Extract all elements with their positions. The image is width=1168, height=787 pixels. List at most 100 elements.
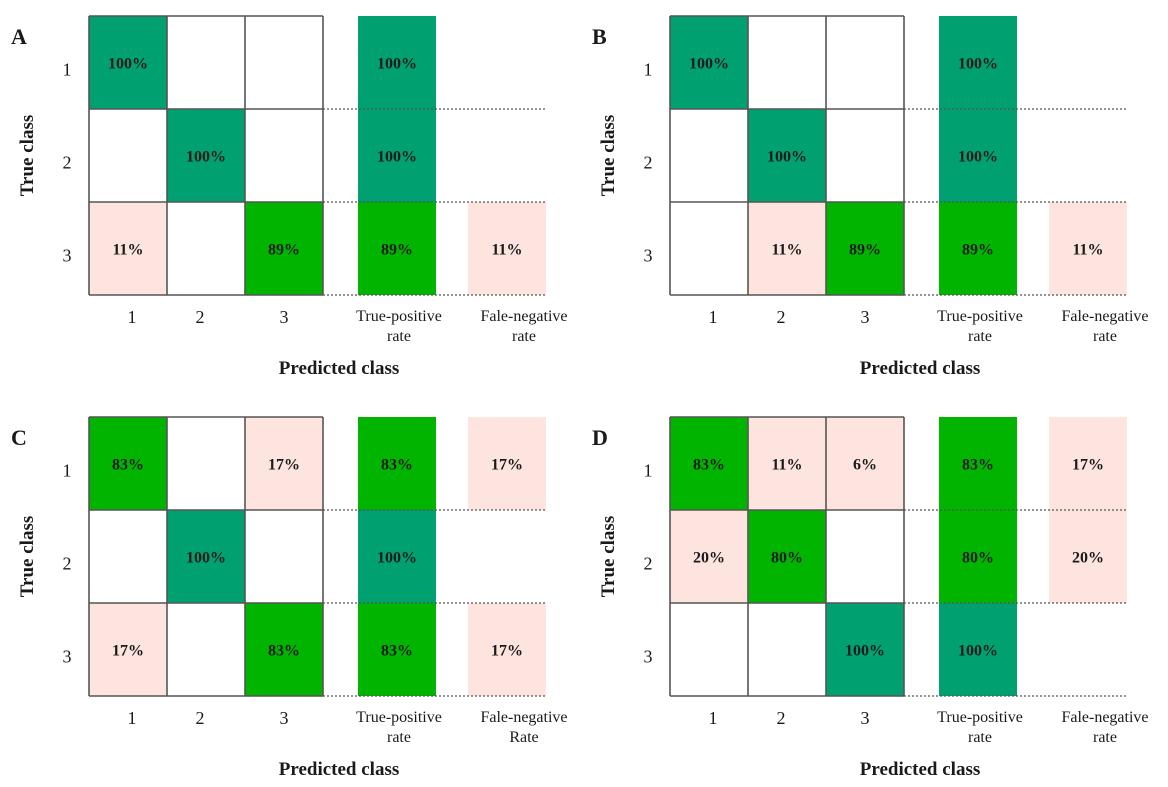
y-axis-label: True class <box>598 516 619 597</box>
row-tick-label: 2 <box>63 153 72 173</box>
panel-a: A 100% 100% 11% 89% 100% 100% 89% 11% 1 2 3 1 2 3 True-… <box>11 15 568 379</box>
rate-column-label: Fale-negative <box>1061 308 1148 325</box>
rate-column-label: True-positive <box>937 308 1023 325</box>
row-tick-label: 2 <box>63 554 72 574</box>
col-tick-label: 3 <box>861 708 870 728</box>
matrix-cell-label: 83% <box>112 457 144 474</box>
row-tick-label: 3 <box>63 246 72 266</box>
matrix-cell <box>748 109 826 202</box>
matrix-cell <box>89 417 167 510</box>
row-tick-label: 3 <box>644 246 653 266</box>
tpr-cell <box>358 109 436 202</box>
tpr-cell <box>939 109 1017 202</box>
matrix-cell-label: 83% <box>693 457 725 474</box>
row-tick-label: 1 <box>63 461 72 481</box>
tpr-cell-label: 100% <box>958 149 998 166</box>
matrix-cell-label: 100% <box>108 56 148 73</box>
fnr-cell <box>1049 202 1127 295</box>
col-tick-label: 1 <box>709 307 718 327</box>
matrix-cell-label: 80% <box>771 550 803 567</box>
row-tick-label: 2 <box>644 153 653 173</box>
matrix-cell-label: 100% <box>767 149 807 166</box>
x-axis-label: Predicted class <box>860 759 981 780</box>
matrix-cell-label: 11% <box>771 242 802 259</box>
rate-column-label: rate <box>1093 328 1117 345</box>
matrix-cell <box>670 16 748 109</box>
tpr-cell <box>939 16 1017 109</box>
y-axis-label: True class <box>17 516 38 597</box>
rate-column-label: rate <box>1093 729 1117 746</box>
col-tick-label: 3 <box>280 708 289 728</box>
col-tick-label: 1 <box>709 708 718 728</box>
x-axis-label: Predicted class <box>279 759 400 780</box>
tpr-cell <box>358 603 436 696</box>
rate-column-label: Fale-negative <box>480 709 567 726</box>
tpr-cell-label: 83% <box>381 457 413 474</box>
matrix-cell-label: 100% <box>186 550 226 567</box>
matrix-cell <box>89 202 167 295</box>
matrix-cell <box>89 16 167 109</box>
fnr-cell <box>1049 417 1127 510</box>
tpr-cell-label: 100% <box>377 56 417 73</box>
col-tick-label: 2 <box>196 307 205 327</box>
matrix-cell <box>245 417 323 510</box>
row-tick-label: 1 <box>644 461 653 481</box>
fnr-cell <box>468 603 546 696</box>
x-axis-label: Predicted class <box>860 358 981 379</box>
panel-letter: C <box>11 425 27 450</box>
rate-column-label: Fale-negative <box>480 308 567 325</box>
panel-c: C 83% 17% 100% 17% 83% 83% 100% 83% 17% 17% 1 2 3 1 2 3 T… <box>11 416 568 780</box>
row-tick-label: 3 <box>63 647 72 667</box>
rate-column-label: rate <box>968 328 992 345</box>
panel-d: D 83% 11% 6% 20% 80% 100% 83% 80% 100% 17% 20% 1 2 3 1 2… <box>592 416 1149 780</box>
matrix-cell-label: 6% <box>853 457 877 474</box>
rate-column-label: rate <box>968 729 992 746</box>
matrix-cell-label: 100% <box>186 149 226 166</box>
matrix-cell <box>826 202 904 295</box>
tpr-cell <box>939 510 1017 603</box>
tpr-cell <box>939 603 1017 696</box>
matrix-cell-label: 20% <box>693 550 725 567</box>
matrix-cell-label: 100% <box>845 643 885 660</box>
matrix-cell-label: 17% <box>112 643 144 660</box>
fnr-cell <box>468 202 546 295</box>
tpr-cell-label: 80% <box>962 550 994 567</box>
matrix-cell <box>670 417 748 510</box>
tpr-cell <box>358 510 436 603</box>
y-axis-label: True class <box>17 115 38 196</box>
tpr-cell-label: 83% <box>381 643 413 660</box>
row-tick-label: 2 <box>644 554 653 574</box>
y-axis-label: True class <box>598 115 619 196</box>
col-tick-label: 1 <box>128 708 137 728</box>
matrix-cell-label: 89% <box>849 242 881 259</box>
col-tick-label: 3 <box>280 307 289 327</box>
panel-letter: D <box>592 425 608 450</box>
matrix-cell-label: 17% <box>268 457 300 474</box>
row-tick-label: 3 <box>644 647 653 667</box>
fnr-cell <box>468 417 546 510</box>
rate-column-label: True-positive <box>356 709 442 726</box>
tpr-cell-label: 100% <box>958 56 998 73</box>
matrix-cell <box>748 510 826 603</box>
matrix-cell <box>167 109 245 202</box>
matrix-cell <box>826 603 904 696</box>
panel-letter: B <box>592 24 607 49</box>
matrix-cell <box>670 510 748 603</box>
tpr-cell-label: 89% <box>381 242 413 259</box>
rate-column-label: Rate <box>509 729 538 746</box>
matrix-cell-label: 11% <box>112 242 143 259</box>
col-tick-label: 2 <box>777 307 786 327</box>
fnr-cell-label: 20% <box>1072 550 1104 567</box>
tpr-cell <box>939 417 1017 510</box>
tpr-cell-label: 89% <box>962 242 994 259</box>
tpr-cell-label: 100% <box>377 550 417 567</box>
tpr-cell <box>358 417 436 510</box>
matrix-cell <box>89 603 167 696</box>
matrix-cell <box>167 510 245 603</box>
fnr-cell-label: 17% <box>491 457 523 474</box>
fnr-cell-label: 17% <box>491 643 523 660</box>
rate-column-label: rate <box>387 328 411 345</box>
tpr-cell-label: 100% <box>377 149 417 166</box>
col-tick-label: 1 <box>128 307 137 327</box>
